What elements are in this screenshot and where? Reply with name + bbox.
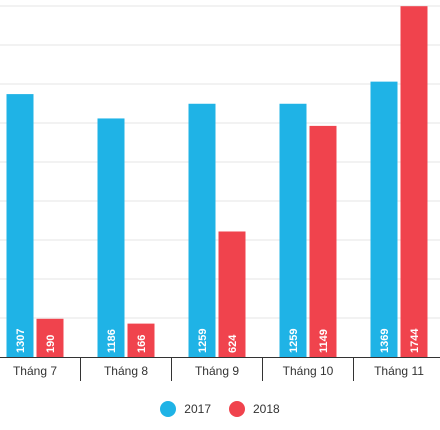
legend-item-2017[interactable]: 2017 xyxy=(160,401,211,417)
legend-label-2017: 2017 xyxy=(184,402,211,416)
data-label-2017-2: 1186 xyxy=(106,329,118,353)
bar-2018-1[interactable] xyxy=(36,318,64,357)
data-label-2017-5: 1369 xyxy=(379,329,391,353)
data-label-2018-3: 624 xyxy=(227,334,239,353)
bar-2017-2[interactable] xyxy=(97,118,125,357)
bar-2017-5[interactable] xyxy=(370,81,398,357)
x-tick-label: Tháng 11 xyxy=(374,364,424,378)
bar-2017-1[interactable] xyxy=(6,94,34,357)
bar-2018-5[interactable] xyxy=(400,6,428,358)
x-tick-label: Tháng 9 xyxy=(195,364,239,378)
x-tick-label: Tháng 8 xyxy=(104,364,148,378)
bar-2018-3[interactable] xyxy=(218,231,246,357)
data-label-2018-5: 1744 xyxy=(409,328,421,353)
data-label-2018-4: 1149 xyxy=(318,329,330,353)
data-label-2017-1: 1307 xyxy=(15,329,27,353)
bar-2017-3[interactable] xyxy=(188,103,216,358)
bar-2018-2[interactable] xyxy=(127,323,155,357)
x-axis: Tháng 7 Tháng 8 Tháng 9 Tháng 10 Tháng 11 xyxy=(0,357,440,381)
x-tick-label: Tháng 7 xyxy=(13,364,57,378)
bar-2018-4[interactable] xyxy=(309,125,337,357)
legend-label-2018: 2018 xyxy=(253,402,280,416)
data-label-2018-2: 166 xyxy=(136,335,148,353)
x-tick-label: Tháng 10 xyxy=(283,364,334,378)
data-label-2017-4: 1259 xyxy=(288,329,300,353)
legend-swatch-2018 xyxy=(229,401,245,417)
legend-swatch-2017 xyxy=(160,401,177,417)
legend-item-2018[interactable]: 2018 xyxy=(229,401,280,417)
legend: 2017 2018 xyxy=(0,401,440,417)
bars: 1307 190 1186 166 1259 624 1259 1149 1369 1744 xyxy=(6,6,428,358)
gridlines xyxy=(0,5,440,319)
data-label-2018-1: 190 xyxy=(45,335,57,353)
data-label-2017-3: 1259 xyxy=(197,329,209,353)
bar-2017-4[interactable] xyxy=(279,103,307,358)
